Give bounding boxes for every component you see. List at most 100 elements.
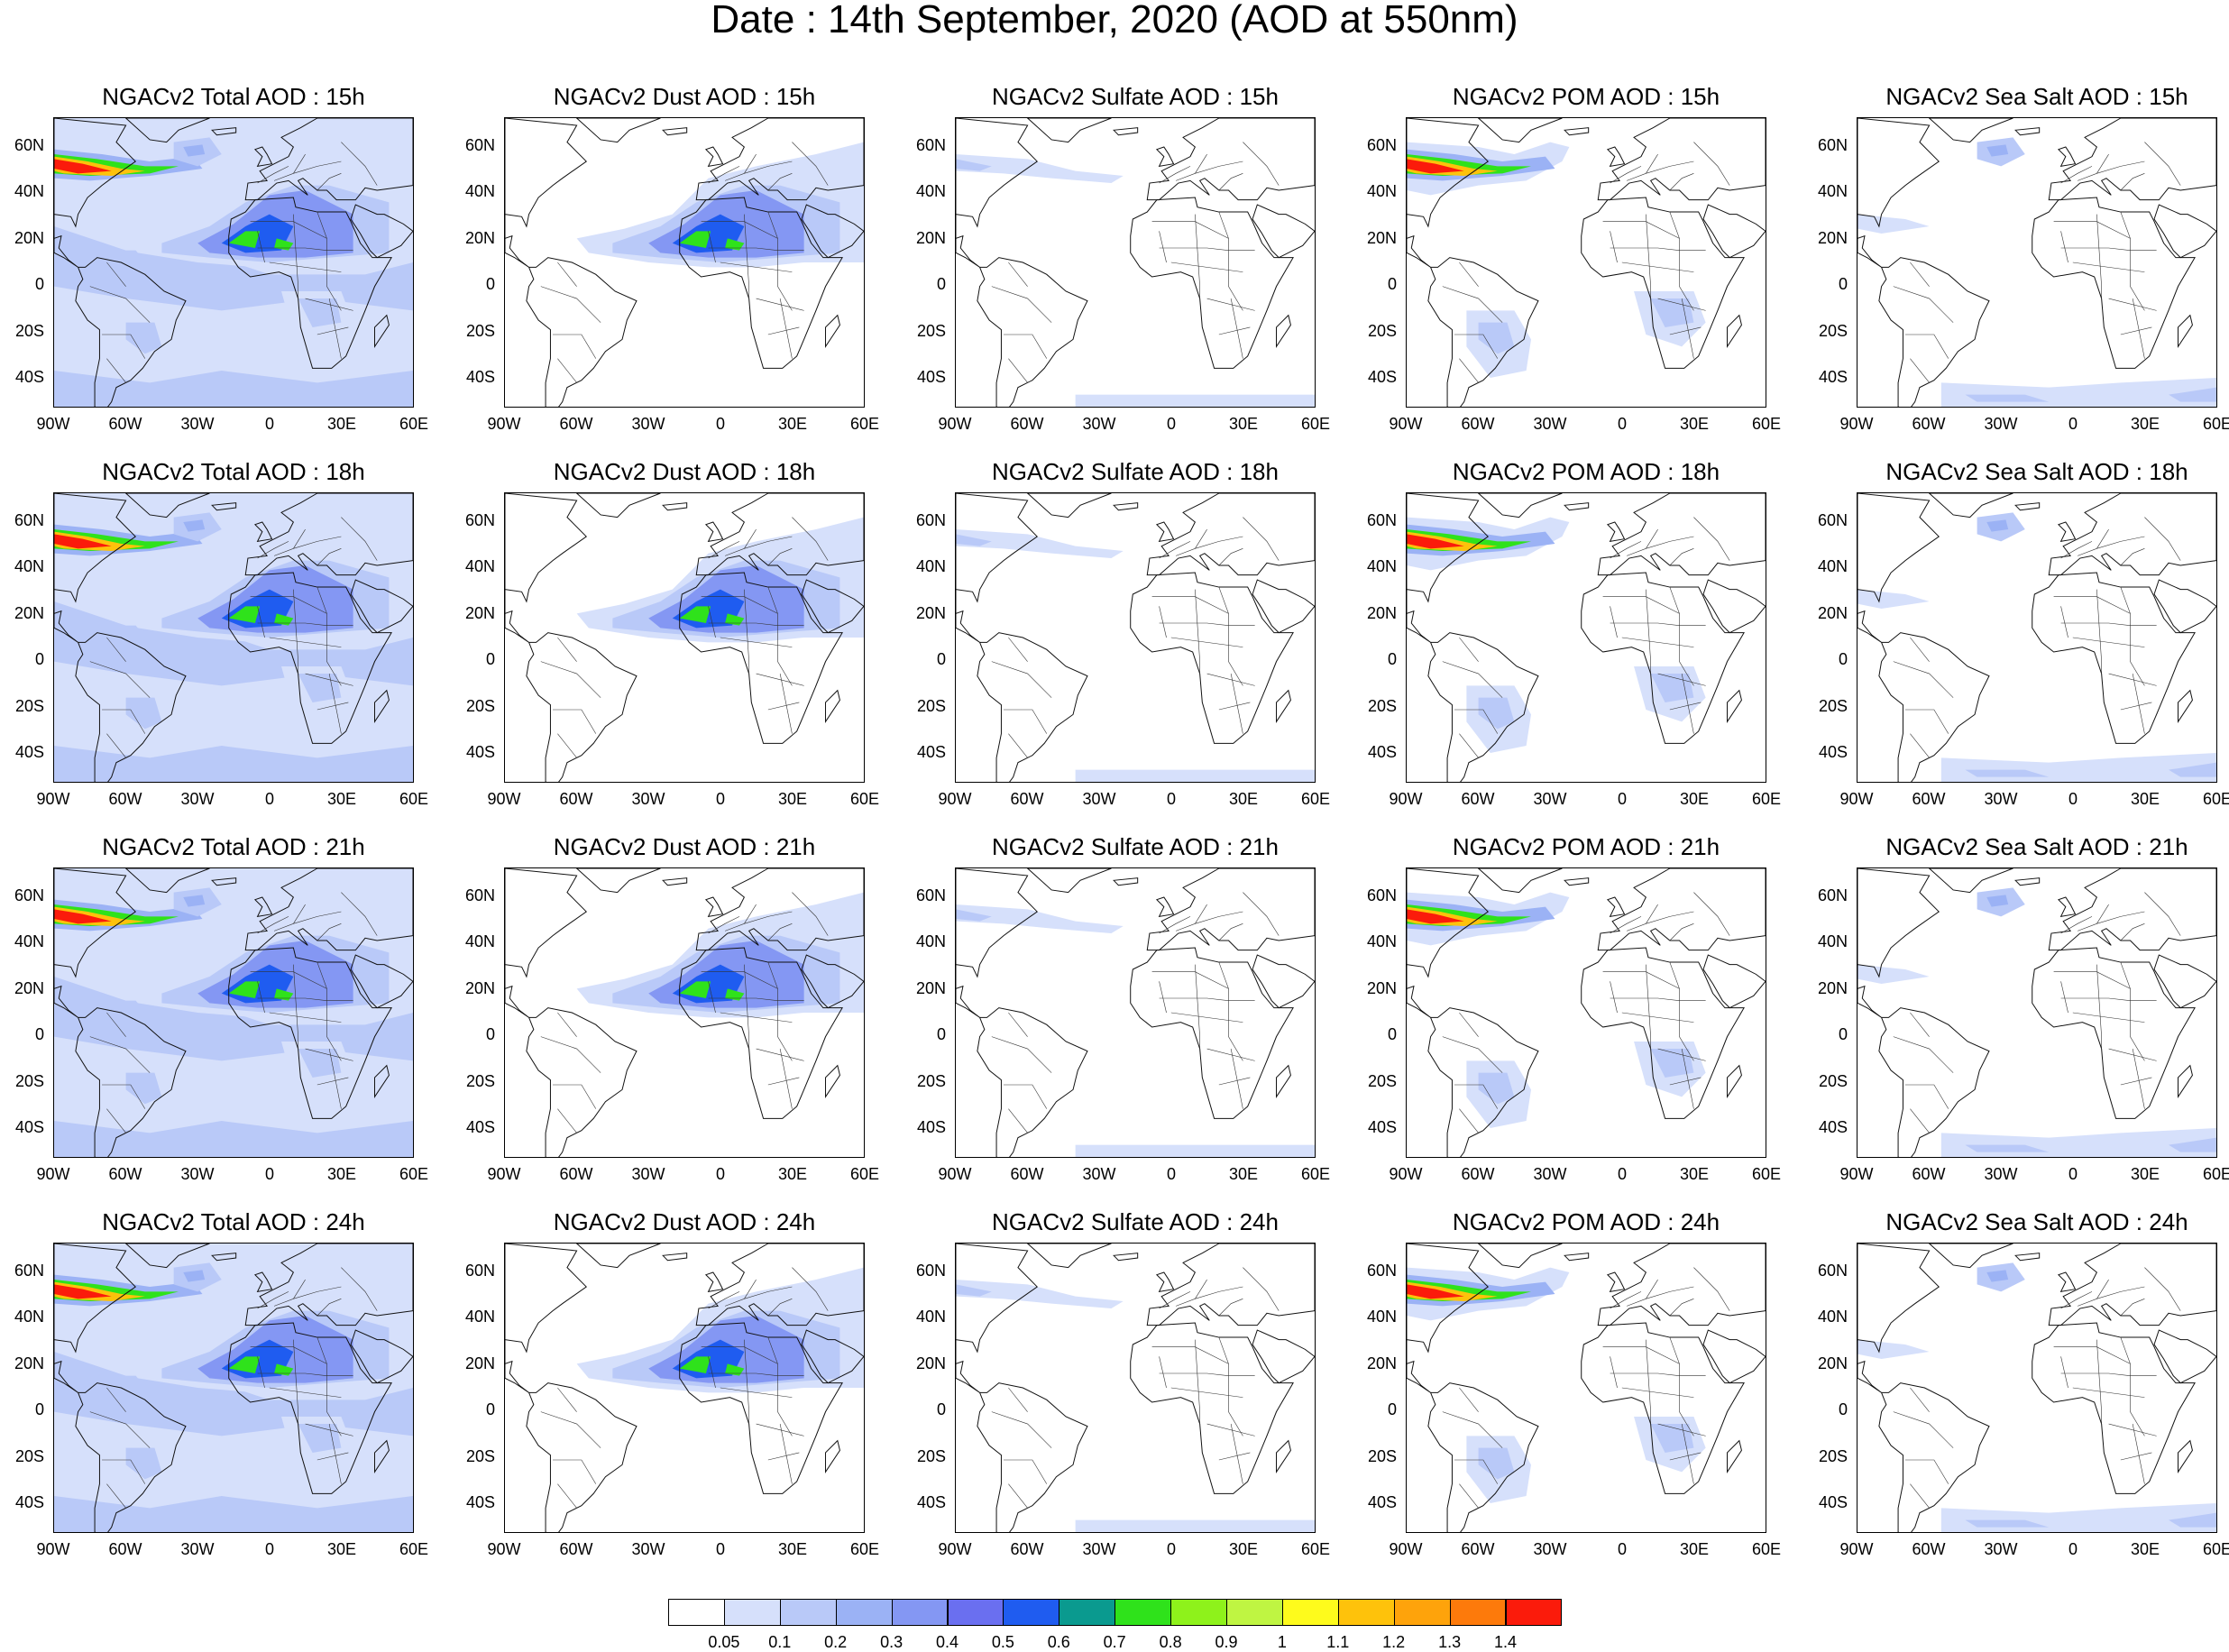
aod-map (54, 868, 413, 1157)
coastline (2014, 127, 2041, 136)
country-border (1004, 334, 1048, 359)
coastline (662, 877, 688, 886)
longitude-tick-label: 30E (2130, 415, 2160, 433)
aod-field-region (1940, 1503, 2216, 1532)
country-border (1442, 286, 1503, 323)
coastline (1146, 118, 1315, 201)
country-border (1610, 1372, 1706, 1376)
coastline (211, 127, 237, 136)
country-border (1206, 673, 1255, 686)
country-border (1459, 637, 1479, 662)
country-border (1008, 1012, 1028, 1037)
panel-title: NGACv2 Sea Salt AOD : 15h (1885, 83, 2188, 110)
coastline (124, 118, 210, 143)
coastline (2032, 947, 2196, 1119)
aod-map (1407, 493, 1766, 782)
country-border (2120, 326, 2152, 335)
longitude-tick-label: 0 (264, 790, 274, 808)
aod-field-region (679, 606, 711, 623)
colorbar-tick-label: 0.7 (1103, 1633, 1126, 1651)
country-border (557, 358, 577, 383)
aod-field-region (1075, 1519, 1315, 1532)
longitude-tick-label: 0 (264, 1165, 274, 1183)
latitude-tick-label: 20N (1366, 228, 1397, 247)
country-border (2053, 221, 2131, 239)
latitude-tick-label: 20N (14, 603, 44, 622)
coastline (54, 1244, 187, 1532)
country-border (553, 1459, 597, 1484)
coastline (253, 1271, 273, 1293)
aod-field-region (1478, 1447, 1515, 1480)
coastline (244, 868, 413, 951)
coastline (1113, 877, 1139, 886)
aod-map (54, 493, 413, 782)
country-border (1910, 1012, 1930, 1037)
longitude-tick-label: 30E (1679, 790, 1710, 808)
latitude-tick-label: 20N (1366, 1354, 1397, 1372)
aod-field-region (54, 746, 413, 782)
longitude-tick-label: 90W (938, 790, 972, 808)
country-border (257, 997, 353, 1001)
coastline (1727, 1439, 1742, 1473)
country-border (1669, 1299, 1694, 1317)
country-border (341, 892, 378, 936)
coastline (350, 204, 413, 259)
coastline (228, 947, 392, 1119)
longitude-tick-label: 60W (108, 790, 142, 808)
coastline (1858, 493, 1990, 782)
colorbar-swatch (1393, 1599, 1451, 1626)
coastline (228, 572, 392, 744)
country-border (1669, 923, 1694, 941)
country-border (1218, 702, 1251, 711)
latitude-tick-label: 60N (14, 135, 44, 154)
longitude-tick-label: 60E (849, 790, 880, 808)
coastline (124, 1244, 210, 1269)
colorbar-swatch (1337, 1599, 1395, 1626)
coastline (662, 127, 688, 136)
country-border (792, 517, 829, 561)
latitude-tick-label: 20S (14, 321, 44, 340)
country-border (1610, 981, 1618, 1014)
aod-field-region (183, 519, 206, 532)
country-border (1195, 964, 1200, 1050)
colorbar-tick-label: 1.1 (1326, 1633, 1350, 1651)
coastline (350, 579, 413, 634)
latitude-tick-label: 0 (936, 1025, 946, 1044)
coastline (575, 1244, 661, 1269)
coastline (2048, 493, 2216, 576)
country-border (1218, 586, 1243, 686)
latitude-tick-label: 40S (1818, 368, 1848, 387)
aod-field-region (1407, 1284, 1464, 1299)
coastline (704, 1271, 724, 1293)
map-frame (1406, 117, 1766, 408)
longitude-tick-label: 30W (631, 415, 665, 433)
coastline (1407, 118, 1539, 407)
country-border (708, 541, 740, 559)
panel-title: NGACv2 Sea Salt AOD : 21h (1885, 833, 2188, 860)
colorbar-swatch (1114, 1599, 1172, 1626)
country-border (341, 517, 378, 561)
country-border (2120, 211, 2145, 311)
latitude-tick-label: 20S (916, 1446, 946, 1465)
country-border (1657, 1423, 1706, 1436)
coastline (1477, 118, 1563, 143)
colorbar-tick-label: 0.9 (1215, 1633, 1238, 1651)
latitude-tick-label: 40N (14, 1308, 44, 1326)
country-border (767, 586, 793, 686)
longitude-tick-label: 0 (1617, 1540, 1627, 1558)
coastline (2048, 868, 2216, 951)
country-border (2108, 298, 2157, 311)
coastline (2057, 521, 2077, 543)
latitude-tick-label: 40N (14, 557, 44, 576)
country-border (1626, 1286, 1694, 1307)
country-border (744, 528, 757, 549)
country-border (1646, 1339, 1651, 1425)
latitude-tick-label: 40S (465, 743, 495, 762)
aod-field-region (956, 904, 1124, 934)
latitude-tick-label: 0 (34, 1025, 44, 1044)
aod-field-region (1407, 909, 1464, 924)
country-border (792, 892, 829, 936)
latitude-tick-label: 40N (1366, 1308, 1397, 1326)
latitude-tick-label: 0 (1838, 650, 1848, 669)
colorbar-swatch (1226, 1599, 1283, 1626)
